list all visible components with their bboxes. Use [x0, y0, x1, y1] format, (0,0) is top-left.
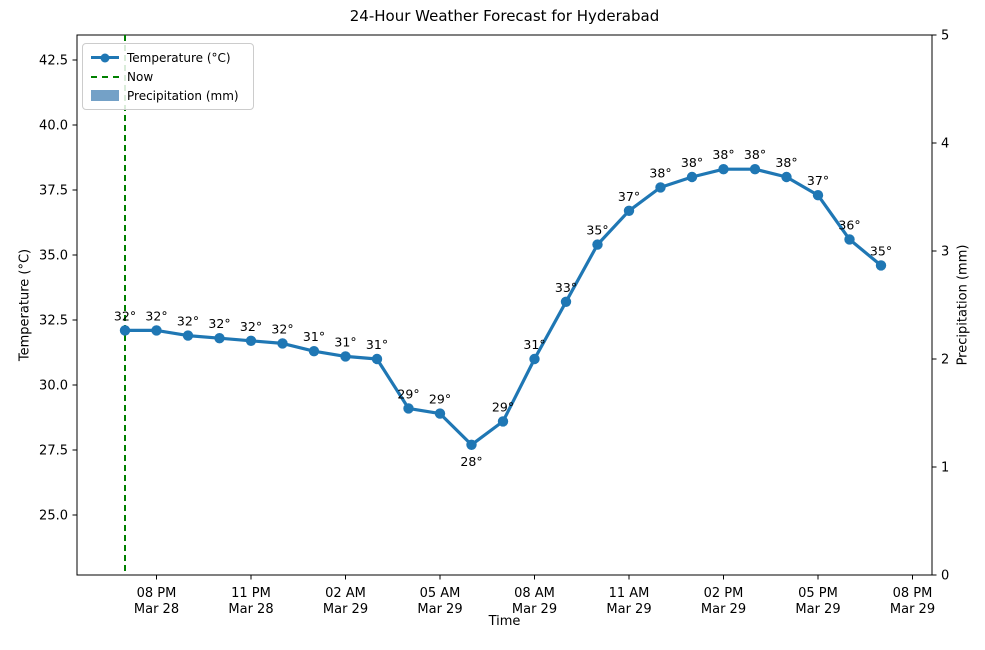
x-tick-label: 05 PM Mar 29 — [795, 586, 840, 617]
x-axis-label: Time — [488, 614, 521, 629]
temperature-point-label: 31° — [366, 337, 388, 352]
temperature-point — [245, 335, 257, 346]
y-axis-label-precipitation: Precipitation (mm) — [955, 244, 971, 366]
y-right-tick-label: 0 — [941, 569, 949, 584]
temperature-point-label: 29° — [397, 386, 419, 401]
temperature-point-label: 31° — [303, 329, 325, 344]
temperature-point-label: 32° — [145, 308, 167, 323]
temperature-point — [529, 353, 540, 365]
temperature-point-label: 35° — [870, 243, 892, 258]
legend-item-temperature: Temperature (°C) — [91, 50, 239, 65]
y-right-tick-label: 2 — [941, 353, 949, 368]
temperature-point-label: 29° — [429, 392, 451, 407]
temperature-point — [844, 234, 855, 245]
temperature-point — [151, 325, 162, 336]
temperature-point — [277, 338, 288, 349]
temperature-point — [119, 325, 131, 336]
temperature-point-label: 35° — [586, 223, 608, 238]
temperature-point — [655, 182, 666, 193]
temperature-point-label: 32° — [177, 314, 199, 329]
temperature-point-label: 33° — [555, 280, 577, 295]
x-tick-label: 05 AM Mar 29 — [417, 586, 462, 617]
temperature-point — [718, 164, 729, 175]
temperature-point-label: 37° — [807, 173, 829, 188]
temperature-point-label: 38° — [649, 165, 671, 180]
y-right-tick-label: 4 — [941, 137, 949, 152]
x-tick-label: 08 AM Mar 29 — [512, 586, 557, 617]
temperature-point-label: 38° — [775, 155, 797, 170]
precipitation-patch-swatch-icon — [91, 90, 119, 101]
temperature-point — [497, 416, 509, 427]
x-tick-label: 02 AM Mar 29 — [323, 586, 368, 617]
x-tick-label: 08 PM Mar 28 — [134, 586, 179, 617]
chart-title: 24-Hour Weather Forecast for Hyderabad — [349, 7, 660, 25]
x-tick-label: 11 PM Mar 28 — [228, 586, 273, 617]
temperature-point-label: 28° — [460, 454, 482, 469]
temperature-point — [560, 296, 572, 307]
y-left-tick-label: 37.5 — [39, 184, 68, 199]
temperature-point — [781, 171, 792, 183]
legend-label-temperature: Temperature (°C) — [127, 50, 231, 65]
y-left-tick-label: 30.0 — [39, 379, 68, 394]
temperature-point-label: 36° — [838, 217, 860, 232]
temperature-point-label: 37° — [618, 189, 640, 204]
y-left-tick-label: 35.0 — [39, 249, 68, 264]
now-dashed-line-swatch-icon — [91, 75, 119, 78]
legend-item-precipitation: Precipitation (mm) — [91, 88, 239, 103]
temperature-point-label: 38° — [712, 147, 734, 162]
temperature-point — [686, 171, 698, 183]
legend-item-now: Now — [91, 69, 239, 84]
temperature-point — [403, 403, 414, 414]
temperature-point — [308, 346, 320, 357]
y-axis-label-temperature: Temperature (°C) — [17, 248, 33, 362]
temperature-point — [182, 330, 194, 341]
temperature-point — [812, 190, 824, 201]
temperature-point — [340, 351, 351, 362]
x-tick-label: 02 PM Mar 29 — [701, 586, 746, 617]
y-left-tick-label: 25.0 — [39, 509, 68, 524]
temperature-point-label: 32° — [208, 316, 230, 331]
y-left-tick-label: 27.5 — [39, 444, 68, 459]
temperature-point — [371, 353, 383, 365]
y-left-tick-label: 32.5 — [39, 314, 68, 329]
y-right-tick-label: 1 — [941, 461, 949, 476]
temperature-point-label: 31° — [523, 337, 545, 352]
temperature-marker-icon — [100, 53, 110, 62]
temperature-point — [592, 239, 603, 250]
temperature-point-label: 38° — [744, 147, 766, 162]
y-right-tick-label: 3 — [941, 245, 949, 260]
y-right-tick-label: 5 — [941, 29, 949, 44]
temperature-point-label: 32° — [271, 321, 293, 336]
temperature-point-label: 32° — [240, 319, 262, 334]
temperature-point-label: 29° — [492, 399, 514, 414]
x-tick-label: 08 PM Mar 29 — [890, 586, 935, 617]
x-tick-label: 11 AM Mar 29 — [606, 586, 651, 617]
temperature-line-swatch-icon — [91, 53, 119, 62]
plot-border — [76, 34, 933, 576]
legend-label-now: Now — [127, 69, 154, 84]
legend-label-precipitation: Precipitation (mm) — [127, 88, 239, 103]
temperature-point — [214, 333, 225, 344]
temperature-point-label: 32° — [114, 308, 136, 323]
temperature-point — [466, 439, 477, 450]
legend: Temperature (°C) Now Precipitation (mm) — [82, 43, 254, 110]
temperature-point — [434, 408, 446, 419]
temperature-point-label: 38° — [681, 155, 703, 170]
temperature-point — [875, 260, 887, 271]
y-left-tick-label: 42.5 — [39, 54, 68, 69]
y-left-tick-label: 40.0 — [39, 119, 68, 134]
temperature-point — [749, 164, 761, 175]
temperature-point — [623, 205, 635, 216]
temperature-point-label: 31° — [334, 334, 356, 349]
